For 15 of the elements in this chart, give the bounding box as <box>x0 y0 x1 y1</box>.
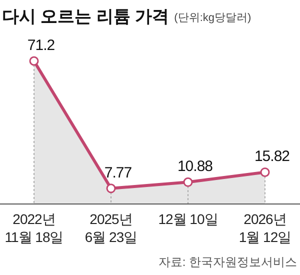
data-label: 10.88 <box>177 158 213 176</box>
x-tick-label: 2025년 6월 23일 <box>84 211 138 245</box>
data-label: 7.77 <box>104 164 132 182</box>
point <box>183 177 193 187</box>
point <box>260 167 270 177</box>
x-tick-label: 12월 10일 <box>158 211 218 227</box>
x-tick-label: 2026년 1월 12일 <box>238 211 292 245</box>
data-label: 71.2 <box>27 37 55 54</box>
chart-subtitle: (단위:kg당달러) <box>174 12 252 24</box>
text: 자료: 한국자원정보서비스 <box>158 255 297 269</box>
point <box>106 184 116 194</box>
data-label: 15.82 <box>254 148 290 166</box>
chart-title: 다시 오르는 리튬 가격 <box>2 7 170 26</box>
point <box>29 56 39 66</box>
x-tick-label: 2022년 11월 18일 <box>4 211 64 245</box>
